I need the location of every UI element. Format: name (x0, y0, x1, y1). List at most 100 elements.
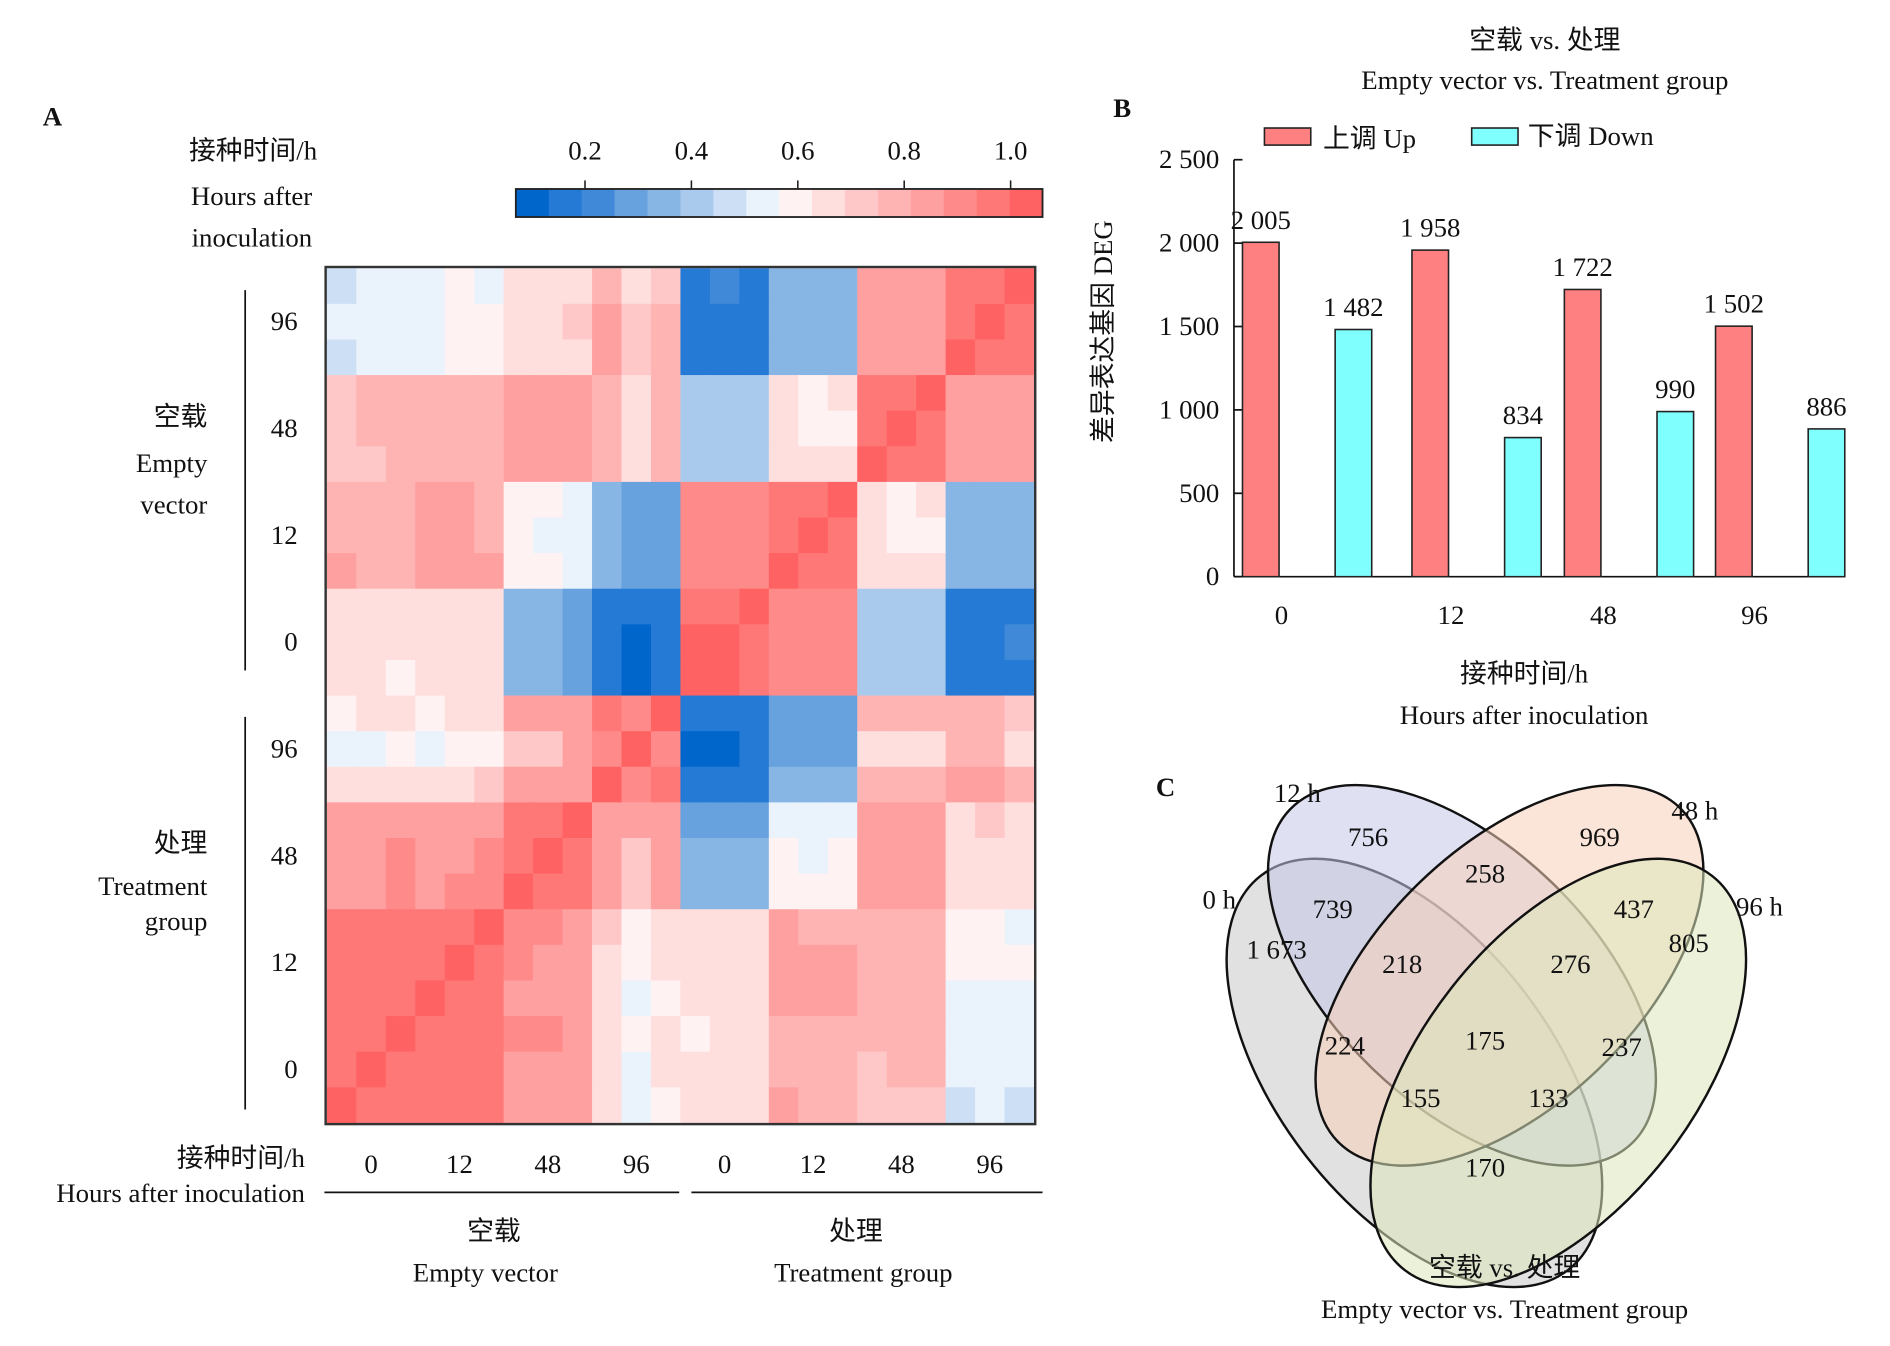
heatmap-cell (857, 873, 888, 910)
heatmap-cell (503, 1016, 534, 1053)
heatmap-cell (326, 766, 358, 804)
panel-label-a: A (43, 102, 63, 132)
heatmap-cell (975, 802, 1006, 839)
heatmap-cell (326, 553, 358, 590)
heatmap-cell (533, 339, 564, 376)
heatmap-cell (503, 303, 534, 341)
heatmap-cell (592, 1087, 623, 1124)
heatmap-cell (709, 553, 741, 590)
col-tick-label: 0 (364, 1149, 377, 1179)
heatmap-cell (886, 339, 917, 376)
heatmap-cell (945, 873, 976, 910)
heatmap-cell (503, 339, 534, 376)
heatmap-cell (886, 1051, 917, 1089)
heatmap-cell (356, 1051, 387, 1089)
heatmap-cell (562, 802, 593, 839)
heatmap-cell (886, 909, 917, 946)
heatmap-cell (916, 802, 947, 839)
heatmap-cell (621, 303, 652, 341)
heatmap-cell (356, 944, 387, 982)
heatmap-cell (444, 837, 475, 875)
heatmap-cell (886, 375, 917, 412)
heatmap-cell (709, 802, 741, 839)
heatmap-cell (768, 268, 800, 305)
heatmap-cell (621, 517, 652, 554)
heatmap-cell (1004, 1051, 1035, 1089)
bar-value-label: 1 502 (1704, 289, 1764, 319)
heatmap-cell (474, 695, 505, 732)
heatmap-cell (975, 909, 1006, 946)
heatmap-cell (415, 695, 446, 732)
heatmap-cell (621, 446, 652, 483)
heatmap-cell (385, 909, 416, 946)
heatmap-cell (768, 1051, 800, 1089)
heatmap-cell (650, 339, 682, 376)
heatmap-cell (857, 588, 888, 626)
heatmap-cell (975, 980, 1006, 1017)
row-tick-label: 12 (271, 520, 298, 550)
venn-title-en: Empty vector vs. Treatment group (1321, 1294, 1688, 1324)
heatmap-cell (503, 659, 534, 697)
heatmap-cell (562, 375, 593, 412)
heatmap-cell (415, 802, 446, 839)
row-group-label-en-2: group (145, 906, 208, 936)
heatmap-cell (650, 695, 682, 732)
venn-region-count: 175 (1465, 1026, 1505, 1056)
heatmap-cell (798, 802, 829, 839)
heatmap-cell (916, 695, 947, 732)
bar-down (1503, 436, 1542, 578)
heatmap-cell (886, 980, 917, 1017)
heatmap-cell (857, 517, 888, 554)
heatmap-cell (739, 731, 770, 768)
colorbar-axis-title-en-2: inoculation (192, 222, 313, 252)
bar-y-tick-label: 0 (1206, 561, 1219, 591)
heatmap-cell (798, 837, 829, 875)
heatmap-cell (444, 375, 475, 412)
heatmap-cell (621, 909, 652, 946)
heatmap-cell (415, 517, 446, 554)
heatmap-cell (680, 695, 711, 732)
heatmap-cell (621, 695, 652, 732)
heatmap-cell (326, 1016, 358, 1053)
heatmap-cell (975, 766, 1006, 804)
heatmap-cell (1004, 873, 1035, 910)
heatmap-cell (768, 802, 800, 839)
colorbar-step (647, 188, 682, 218)
heatmap-cell (739, 944, 770, 982)
heatmap-cell (857, 802, 888, 839)
heatmap-cell (562, 873, 593, 910)
heatmap-cell (975, 553, 1006, 590)
heatmap-cell (827, 731, 858, 768)
heatmap-cell (562, 944, 593, 982)
heatmap-cell (827, 446, 858, 483)
heatmap-cell (503, 766, 534, 804)
heatmap-cell (592, 410, 623, 448)
bottom-axis-title-en: Hours after inoculation (56, 1178, 305, 1208)
heatmap-cell (562, 517, 593, 554)
heatmap-cell (444, 802, 475, 839)
heatmap-cell (503, 268, 534, 305)
heatmap-cell (709, 446, 741, 483)
colorbar-step (779, 188, 813, 218)
heatmap-cell (621, 944, 652, 982)
heatmap-cell (326, 517, 358, 554)
heatmap-cell (650, 375, 682, 412)
heatmap-cell (533, 1016, 564, 1053)
heatmap-cell (709, 1051, 741, 1089)
bar-legend: 上调 Up 下调 Down (1263, 121, 1654, 154)
heatmap-cell (827, 909, 858, 946)
heatmap-cell (1004, 375, 1035, 412)
heatmap-cell (945, 410, 976, 448)
heatmap-cell (562, 659, 593, 697)
heatmap-cell (562, 410, 593, 448)
heatmap-cell (945, 588, 976, 626)
col-tick-label: 12 (800, 1149, 827, 1179)
heatmap-cell (709, 339, 741, 376)
heatmap-cell (975, 659, 1006, 697)
heatmap-cell (827, 944, 858, 982)
heatmap-cell (916, 1016, 947, 1053)
heatmap-cell (415, 659, 446, 697)
heatmap-cell (798, 624, 829, 661)
heatmap-cell (945, 268, 976, 305)
heatmap-cell (326, 481, 358, 519)
